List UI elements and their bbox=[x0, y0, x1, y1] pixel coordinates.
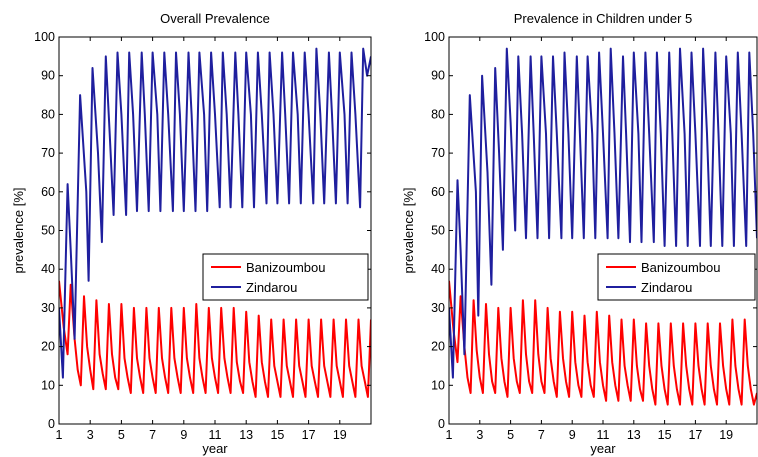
x-tick-label: 11 bbox=[597, 428, 610, 442]
y-tick-label: 40 bbox=[431, 262, 445, 276]
x-tick-label: 5 bbox=[507, 428, 514, 442]
x-axis-label: year bbox=[590, 441, 616, 456]
y-tick-label: 60 bbox=[431, 185, 445, 199]
y-tick-label: 100 bbox=[424, 30, 445, 44]
x-tick-label: 15 bbox=[270, 428, 284, 442]
x-tick-label: 7 bbox=[149, 428, 156, 442]
x-axis-label: year bbox=[202, 441, 228, 456]
x-tick-label: 17 bbox=[302, 428, 316, 442]
x-tick-label: 7 bbox=[538, 428, 545, 442]
x-tick-label: 19 bbox=[719, 428, 733, 442]
series-line-zindarou bbox=[59, 47, 371, 379]
x-tick-label: 5 bbox=[118, 428, 125, 442]
children-under-5-panel: Prevalence in Children under 5 0 10 20 30 40 5… bbox=[401, 11, 758, 456]
x-tick-label: 15 bbox=[658, 428, 672, 442]
chart-title: Prevalence in Children under 5 bbox=[514, 11, 693, 26]
overall-prevalence-panel: Overall Prevalence 0 10 20 30 40 50 60 70 80 90 100… bbox=[11, 11, 372, 456]
y-tick-label: 30 bbox=[41, 301, 55, 315]
y-tick-label: 80 bbox=[41, 107, 55, 121]
x-tick-label: 13 bbox=[627, 428, 641, 442]
x-tick-label: 3 bbox=[476, 428, 483, 442]
x-tick-label: 17 bbox=[688, 428, 702, 442]
x-tick-label: 3 bbox=[87, 428, 94, 442]
y-tick-label: 80 bbox=[431, 107, 445, 121]
x-tick-label: 13 bbox=[239, 428, 253, 442]
series-line-banizoumbou bbox=[59, 280, 371, 398]
y-tick-label: 90 bbox=[431, 69, 445, 83]
x-tick-label: 1 bbox=[56, 428, 63, 442]
y-tick-label: 70 bbox=[431, 146, 445, 160]
legend-box bbox=[202, 253, 369, 301]
chart-title: Overall Prevalence bbox=[160, 11, 270, 26]
y-tick-label: 10 bbox=[41, 378, 55, 392]
y-tick-label: 50 bbox=[431, 224, 445, 238]
y-tick-label: 20 bbox=[41, 340, 55, 354]
legend-label-banizoumbou: Banizoumbou bbox=[246, 260, 326, 275]
y-axis-label: prevalence [%] bbox=[401, 188, 416, 274]
legend-label-zindarou: Zindarou bbox=[246, 280, 297, 295]
y-tick-label: 10 bbox=[431, 378, 445, 392]
x-tick-label: 19 bbox=[333, 428, 347, 442]
legend: Banizoumbou Zindarou bbox=[202, 253, 369, 301]
y-tick-label: 90 bbox=[41, 69, 55, 83]
y-tick-label: 50 bbox=[41, 224, 55, 238]
series-line-zindarou bbox=[449, 47, 757, 379]
y-tick-label: 20 bbox=[431, 340, 445, 354]
x-tick-label: 11 bbox=[209, 428, 222, 442]
y-axis-label: prevalence [%] bbox=[11, 188, 26, 274]
y-tick-label: 40 bbox=[41, 262, 55, 276]
x-tick-label: 1 bbox=[446, 428, 453, 442]
y-tick-label: 60 bbox=[41, 185, 55, 199]
series-line-banizoumbou bbox=[449, 280, 757, 406]
x-tick-label: 9 bbox=[180, 428, 187, 442]
y-tick-label: 0 bbox=[438, 417, 445, 431]
legend-label-banizoumbou: Banizoumbou bbox=[641, 260, 721, 275]
legend: Banizoumbou Zindarou bbox=[597, 253, 756, 301]
y-tick-label: 0 bbox=[48, 417, 55, 431]
y-tick-label: 30 bbox=[431, 301, 445, 315]
x-tick-label: 9 bbox=[569, 428, 576, 442]
y-tick-label: 100 bbox=[34, 30, 55, 44]
y-tick-label: 70 bbox=[41, 146, 55, 160]
legend-box bbox=[597, 253, 756, 301]
legend-label-zindarou: Zindarou bbox=[641, 280, 692, 295]
